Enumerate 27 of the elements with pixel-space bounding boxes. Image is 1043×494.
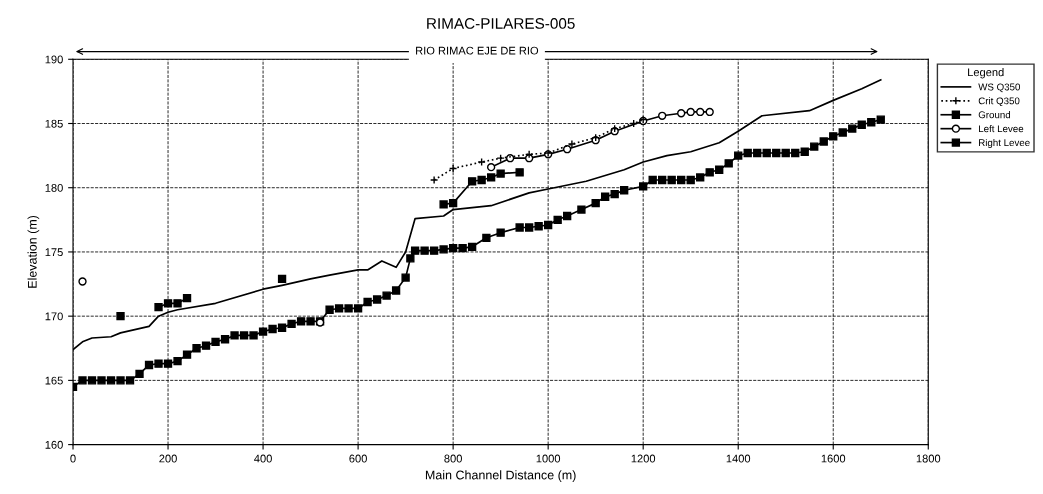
text: RIO RIMAC EJE DE RIO bbox=[416, 46, 539, 55]
y-tick-label: 180 bbox=[45, 183, 63, 192]
y-tick-label: 175 bbox=[45, 248, 63, 257]
legend-title: Legend bbox=[968, 68, 1004, 79]
y-tick-label: 190 bbox=[45, 55, 63, 64]
legend-label: Left Levee bbox=[979, 125, 1024, 133]
x-tick-label: 1000 bbox=[536, 454, 561, 463]
x-axis-title: Main Channel Distance (m) bbox=[425, 470, 576, 482]
x-tick-label: 1800 bbox=[916, 454, 941, 463]
legend-label: Right Levee bbox=[979, 138, 1030, 149]
legend-label: Ground bbox=[978, 111, 1011, 119]
x-tick-label: 1200 bbox=[631, 454, 656, 463]
y-tick-label: 170 bbox=[45, 312, 63, 321]
legend-label: WS Q350 bbox=[978, 83, 1021, 93]
x-tick-label: 1600 bbox=[821, 454, 846, 463]
x-tick-label: 600 bbox=[349, 454, 367, 463]
y-tick-label: 160 bbox=[45, 440, 63, 449]
x-tick-label: 1400 bbox=[726, 454, 751, 463]
chart-title: RIMAC-PILARES-005 bbox=[427, 18, 575, 29]
legend-label: Crit Q350 bbox=[978, 97, 1020, 107]
x-tick-label: 800 bbox=[444, 454, 462, 463]
x-tick-label: 400 bbox=[254, 454, 272, 463]
y-axis-title: Elevation (m) bbox=[27, 215, 40, 288]
y-tick-label: 165 bbox=[45, 376, 63, 385]
x-tick-label: 0 bbox=[70, 454, 76, 463]
y-tick-label: 185 bbox=[45, 119, 63, 128]
x-tick-label: 200 bbox=[159, 454, 177, 463]
